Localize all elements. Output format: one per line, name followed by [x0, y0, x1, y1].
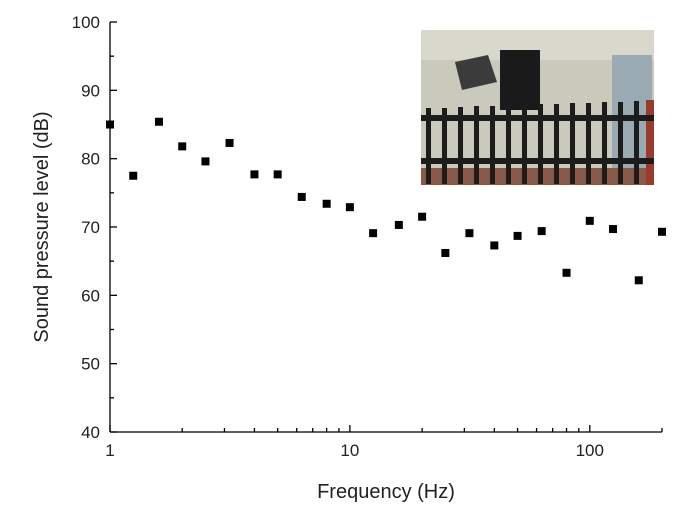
- y-tick-label: 70: [81, 218, 100, 237]
- point: [322, 199, 331, 208]
- point: [441, 248, 450, 257]
- y-tick-label: 40: [81, 423, 100, 442]
- point: [634, 276, 643, 285]
- point: [225, 138, 234, 147]
- point: [609, 225, 618, 234]
- x-tick-label: 1: [105, 441, 114, 460]
- point: [394, 220, 403, 229]
- point: [129, 171, 138, 180]
- inset-photo: [421, 30, 654, 185]
- point: [178, 142, 187, 151]
- point: [585, 216, 594, 225]
- y-axis-label: Sound pressure level (dB): [31, 111, 53, 342]
- point: [537, 227, 546, 236]
- y-tick-label: 100: [72, 13, 100, 32]
- point: [273, 170, 282, 179]
- x-axis-label: Frequency (Hz): [317, 481, 455, 503]
- x-tick-label: 100: [576, 441, 604, 460]
- point: [513, 231, 522, 240]
- point: [345, 203, 354, 212]
- y-tick-label: 50: [81, 355, 100, 374]
- point: [250, 170, 259, 179]
- x-tick-label: 10: [340, 441, 359, 460]
- y-tick-label: 80: [81, 150, 100, 169]
- point: [658, 227, 666, 236]
- point: [562, 268, 571, 277]
- point: [201, 157, 210, 166]
- point: [369, 229, 378, 238]
- point: [418, 212, 427, 221]
- point: [106, 120, 114, 129]
- y-tick-label: 90: [81, 81, 100, 100]
- point: [465, 229, 474, 238]
- point: [297, 192, 306, 201]
- point: [154, 117, 163, 126]
- point: [490, 241, 499, 250]
- y-tick-label: 60: [81, 286, 100, 305]
